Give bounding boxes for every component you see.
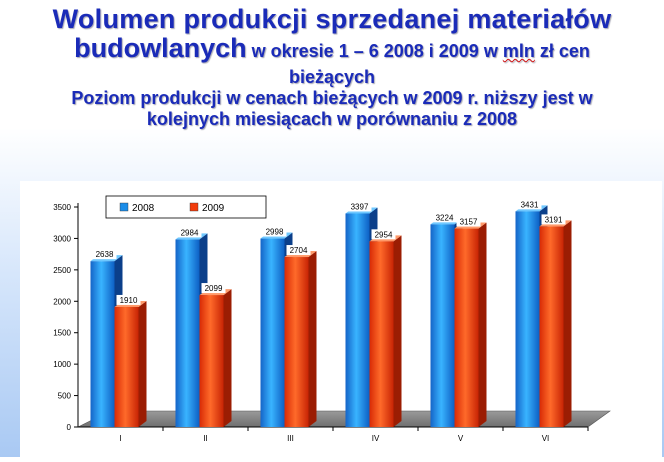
data-label: 3431 <box>521 200 539 209</box>
data-label: 2099 <box>205 284 223 293</box>
data-label: 2984 <box>181 228 199 237</box>
data-label-bg <box>92 249 117 260</box>
data-label: 3397 <box>351 202 369 211</box>
bar-2009-I <box>114 300 147 427</box>
data-label-bg <box>286 245 311 256</box>
data-label: 2998 <box>266 228 284 237</box>
data-label: 2704 <box>290 246 308 255</box>
title-line-1: Wolumen produkcji sprzedanej materiałów <box>52 4 612 34</box>
legend: 2008 2009 <box>105 195 267 219</box>
data-label-bg <box>116 294 141 305</box>
data-label: 1910 <box>120 296 138 305</box>
y-tick-label: 2000 <box>53 297 71 306</box>
chart-container: 0 500 1000 1500 2000 2500 3000 3500 I II III IV V VI … <box>20 181 662 457</box>
bar-2009-III <box>284 251 317 427</box>
legend-label-2009: 2009 <box>202 203 225 214</box>
data-label-bg <box>456 216 481 227</box>
bar-2009-IV <box>369 235 402 427</box>
x-tick-label: V <box>458 434 464 443</box>
data-label-bg <box>347 201 372 212</box>
y-tick-label: 3500 <box>53 203 71 212</box>
data-label: 2954 <box>375 230 393 239</box>
legend-label-2008: 2008 <box>132 203 155 214</box>
data-label-bg <box>432 212 457 223</box>
title-line-2-mln: mln <box>502 41 535 61</box>
y-tick-label: 3000 <box>53 234 71 243</box>
title-line-3: bieżących <box>288 67 376 87</box>
data-label: 3191 <box>545 215 563 224</box>
data-label-bg <box>541 214 566 225</box>
data-label-bg <box>177 227 202 238</box>
bar-2009-II <box>199 289 232 427</box>
title-line-2-small-b: zł cen <box>534 41 590 61</box>
x-tick-label: II <box>203 434 207 443</box>
bar-2009-VI <box>539 220 572 427</box>
title-line-2-small-a: w okresie 1 – 6 2008 i 2009 w <box>246 41 503 61</box>
y-tick-label: 0 <box>67 423 72 432</box>
title-line-5: kolejnych miesiącach w porównaniu z 2008 <box>146 109 518 129</box>
x-tick-label: I <box>119 434 121 443</box>
legend-swatch-2008 <box>119 202 129 212</box>
y-tick-label: 500 <box>58 392 72 401</box>
title-line-2: budowlanych w okresie 1 – 6 2008 i 2009 … <box>0 35 664 64</box>
data-label-bg <box>201 283 226 294</box>
data-label-bg <box>262 226 287 237</box>
data-label: 3157 <box>460 218 478 227</box>
x-tick-label: VI <box>542 434 550 443</box>
data-label-bg <box>517 199 542 210</box>
title-line-2-big: budowlanych <box>74 33 247 63</box>
x-tick-label: III <box>287 434 294 443</box>
y-tick-label: 2500 <box>53 266 71 275</box>
bar-2009-V <box>454 222 487 427</box>
data-label: 3224 <box>436 213 454 222</box>
x-tick-label: IV <box>372 434 380 443</box>
slide-title: Wolumen produkcji sprzedanej materiałów … <box>0 4 664 130</box>
y-tick-label: 1000 <box>53 360 71 369</box>
data-label-bg <box>371 229 396 240</box>
title-line-4: Poziom produkcji w cenach bieżących w 20… <box>71 88 593 108</box>
data-label: 2638 <box>96 250 114 259</box>
legend-swatch-2009 <box>189 202 199 212</box>
y-tick-label: 1500 <box>53 329 71 338</box>
